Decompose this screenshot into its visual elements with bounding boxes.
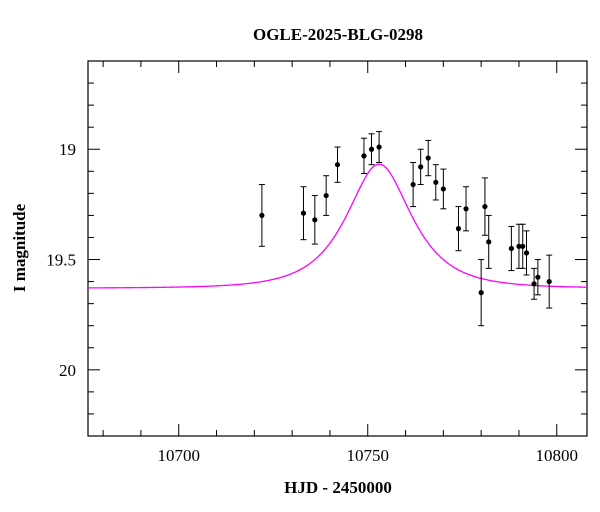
data-point <box>440 168 447 210</box>
point-marker <box>546 278 552 285</box>
point-marker <box>433 179 439 185</box>
point-marker <box>425 155 431 161</box>
data-point <box>323 175 330 216</box>
data-point <box>376 131 383 163</box>
x-tick-label: 10700 <box>157 446 200 465</box>
data-point <box>523 230 530 276</box>
point-marker <box>486 239 492 245</box>
point-marker <box>463 206 469 212</box>
point-marker <box>312 217 318 223</box>
point-marker <box>410 181 416 188</box>
y-tick-label: 19.5 <box>46 251 76 270</box>
data-point <box>417 148 424 186</box>
y-tick-label: 19 <box>59 140 76 159</box>
data-point <box>258 184 265 247</box>
point-marker <box>334 162 341 168</box>
y-tick-label: 20 <box>59 361 76 380</box>
point-marker <box>523 250 530 256</box>
data-point <box>410 161 417 208</box>
x-axis-label: HJD - 2450000 <box>284 478 392 497</box>
data-point <box>508 225 515 272</box>
data-point <box>432 164 439 201</box>
plot-frame <box>87 60 588 437</box>
point-marker <box>535 274 541 280</box>
data-point <box>360 137 367 174</box>
point-marker <box>440 186 446 192</box>
point-marker <box>516 243 522 249</box>
data-point <box>300 186 307 241</box>
chart-title: OGLE-2025-BLG-0298 <box>253 25 423 44</box>
data-point <box>534 259 541 296</box>
x-tick-label: 10800 <box>536 446 579 465</box>
point-marker <box>418 164 424 170</box>
point-marker <box>455 226 462 232</box>
data-point <box>481 177 488 236</box>
axis-ticks: 10700 10750 10800 19 19.5 20 <box>46 60 587 465</box>
point-marker <box>508 245 514 252</box>
point-marker <box>361 153 367 159</box>
point-marker <box>300 210 307 216</box>
model-layer <box>88 163 588 289</box>
data-point <box>546 254 553 309</box>
data-point <box>425 139 432 177</box>
data-point <box>463 186 470 232</box>
data-point <box>311 195 318 245</box>
data-point <box>485 214 492 269</box>
data-point <box>531 267 538 300</box>
data-point <box>368 133 375 166</box>
point-marker <box>323 192 329 199</box>
point-marker <box>368 146 375 152</box>
data-point <box>334 146 341 183</box>
point-marker <box>376 144 382 150</box>
point-marker <box>531 281 537 287</box>
point-marker <box>482 203 488 210</box>
model-curve <box>88 163 588 289</box>
y-axis-label: I magnitude <box>10 203 29 292</box>
x-tick-label: 10750 <box>346 446 389 465</box>
point-marker <box>478 290 484 296</box>
data-point <box>455 206 462 252</box>
data-points-layer <box>258 131 553 327</box>
point-marker <box>259 212 265 219</box>
data-point <box>519 223 526 269</box>
data-point <box>478 259 485 327</box>
point-marker <box>520 243 526 249</box>
